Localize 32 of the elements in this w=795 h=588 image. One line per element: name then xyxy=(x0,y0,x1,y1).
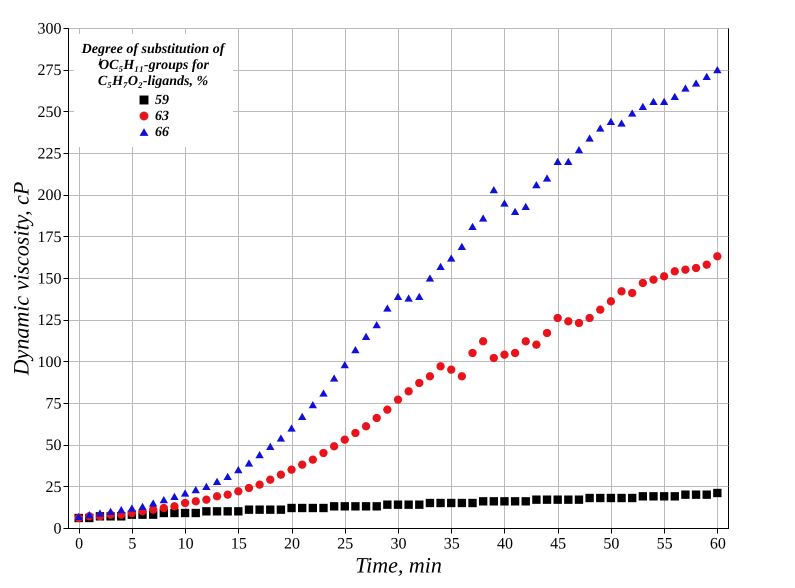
legend-label: 63 xyxy=(155,109,169,124)
y-tick-label: 125 xyxy=(38,312,62,330)
x-tick-label: 30 xyxy=(390,536,406,552)
y-tick-label: 150 xyxy=(38,270,62,288)
x-tick-label: 45 xyxy=(550,536,566,552)
y-axis-title: Dynamic viscosity, cP xyxy=(8,182,34,376)
x-tick-label: 60 xyxy=(710,536,726,552)
x-tick-label: 20 xyxy=(284,536,300,552)
x-tick-label: 5 xyxy=(128,536,136,552)
x-tick-label: 55 xyxy=(656,536,673,552)
x-tick-label: 10 xyxy=(178,536,194,552)
y-tick-label: 175 xyxy=(38,228,62,246)
y-tick-label: 0 xyxy=(54,520,62,538)
x-tick-label: 40 xyxy=(496,536,513,552)
x-tick-label: 50 xyxy=(603,536,620,552)
x-tick-label: 0 xyxy=(75,536,84,552)
y-tick-label: 25 xyxy=(46,478,62,496)
legend-label: 59 xyxy=(155,93,169,108)
y-tick-label: 275 xyxy=(38,62,62,80)
legend-title: Degree of substitution of ⁱOC₅H₁₁-groups for C₅H₇O₂-ligands, % xyxy=(80,42,226,89)
x-tick-label: 15 xyxy=(230,536,247,552)
y-tick-label: 225 xyxy=(38,146,62,162)
y-tick-label: 300 xyxy=(38,20,62,38)
y-tick-label: 75 xyxy=(46,396,62,412)
x-tick-label: 25 xyxy=(337,536,354,552)
y-tick-label: 100 xyxy=(38,354,62,371)
y-tick-label: 50 xyxy=(46,437,62,454)
legend-label: 66 xyxy=(155,125,169,140)
x-axis-title: Time, min xyxy=(355,552,442,578)
x-tick-label: 35 xyxy=(444,536,460,552)
y-tick-label: 250 xyxy=(38,104,62,121)
y-tick-label: 200 xyxy=(38,187,62,204)
